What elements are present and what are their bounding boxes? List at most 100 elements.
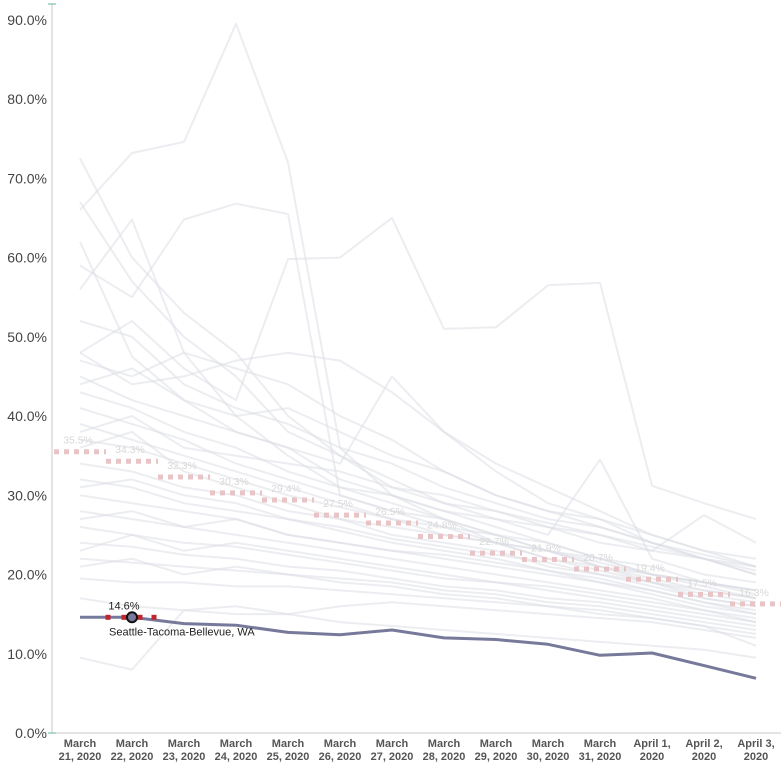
x-tick-label-line: March — [376, 738, 409, 750]
y-tick-label: 80.0% — [7, 91, 47, 107]
x-tick-label-line: 21, 2020 — [59, 751, 102, 763]
x-tick-label: March 27, 2020 — [371, 738, 414, 763]
highlight-marker — [151, 614, 157, 620]
y-tick-label: 70.0% — [7, 170, 47, 186]
background-series-line — [79, 216, 757, 521]
average-value-label: 20.7% — [583, 552, 613, 564]
x-tick-label-line: 25, 2020 — [267, 751, 310, 763]
y-tick-label: 0.0% — [15, 725, 47, 741]
x-tick-label: March 22, 2020 — [111, 738, 154, 763]
x-tick-label-line: March — [168, 738, 201, 750]
x-tick-label-line: March — [532, 738, 565, 750]
x-tick-label-line: March — [272, 738, 305, 750]
average-value-label: 21.9% — [531, 543, 561, 555]
x-tick-label-line: 2020 — [692, 751, 716, 763]
average-series: 35.5% 34.3% 32.3% 30.3% 29.4% 27.5% 26.5% 24.8%… — [54, 435, 781, 607]
average-value-label: 30.3% — [219, 476, 249, 488]
y-tick-label: 50.0% — [7, 329, 47, 345]
highlight-series-line[interactable] — [80, 615, 757, 680]
x-tick-label-line: 23, 2020 — [163, 751, 206, 763]
highlight-marker — [137, 614, 143, 620]
highlight-series[interactable]: 14.6% Seattle-Tacoma-Bellevue, WA — [80, 600, 757, 680]
x-tick-label-line: 2020 — [744, 751, 768, 763]
average-value-label: 26.5% — [375, 506, 405, 518]
x-tick-label-line: 2020 — [640, 751, 664, 763]
x-tick-label-line: 31, 2020 — [579, 751, 622, 763]
x-tick-label: March 26, 2020 — [319, 738, 362, 763]
x-tick-label: March 21, 2020 — [59, 738, 102, 763]
x-tick-label-line: 26, 2020 — [319, 751, 362, 763]
x-tick-label-line: 22, 2020 — [111, 751, 154, 763]
x-tick-label-line: April 2, — [685, 738, 722, 750]
y-tick-label: 20.0% — [7, 567, 47, 583]
background-series-line — [79, 526, 757, 624]
background-series-line — [79, 158, 757, 572]
x-tick-label-line: March — [480, 738, 513, 750]
average-value-label: 34.3% — [115, 444, 145, 456]
highlight-point[interactable] — [126, 611, 138, 624]
average-value-label: 35.5% — [63, 435, 93, 447]
x-tick-label-line: 24, 2020 — [215, 751, 258, 763]
x-tick-label-line: 30, 2020 — [527, 751, 570, 763]
highlight-series-name-label: Seattle-Tacoma-Bellevue, WA — [109, 626, 255, 638]
background-series-line — [79, 510, 757, 620]
x-tick-label-line: March — [324, 738, 357, 750]
background-series-line — [79, 367, 757, 576]
background-series-line — [79, 320, 757, 568]
average-value-label: 22.7% — [479, 536, 509, 548]
x-tick-label-line: 27, 2020 — [371, 751, 414, 763]
highlight-marker — [105, 614, 111, 620]
average-value-label: 17.5% — [687, 577, 717, 589]
highlight-point-label: 14.6% — [108, 600, 139, 612]
y-tick-label: 40.0% — [7, 408, 47, 424]
background-series-line — [79, 533, 757, 624]
background-series-line — [79, 557, 757, 647]
y-tick-label: 90.0% — [7, 12, 47, 28]
x-tick-label: March 25, 2020 — [267, 738, 310, 763]
x-tick-label: March 28, 2020 — [423, 738, 466, 763]
background-series-line — [79, 597, 757, 639]
x-tick-label-line: March — [220, 738, 253, 750]
x-tick-label-line: 28, 2020 — [423, 751, 466, 763]
background-series-line — [79, 407, 757, 592]
y-tick-label: 10.0% — [7, 646, 47, 662]
background-series-line — [79, 351, 757, 560]
background-series-line — [79, 391, 757, 584]
x-tick-label-line: March — [64, 738, 97, 750]
average-value-label: 19.4% — [635, 562, 665, 574]
x-tick-label: March 24, 2020 — [215, 738, 258, 763]
x-tick-label: March 31, 2020 — [579, 738, 622, 763]
background-series — [79, 22, 757, 671]
background-series-line — [79, 510, 757, 616]
average-value-label: 29.4% — [271, 483, 301, 495]
background-series-line — [79, 605, 757, 671]
x-tick-label-line: April 1, — [633, 738, 670, 750]
x-tick-label-line: March — [428, 738, 461, 750]
x-tick-label: April 2, 2020 — [685, 738, 722, 763]
x-tick-label: March 23, 2020 — [163, 738, 206, 763]
background-series-line — [79, 541, 757, 627]
background-series-line — [79, 22, 757, 592]
background-series-line — [79, 375, 757, 568]
average-value-label: 27.5% — [323, 498, 353, 510]
average-value-label: 16.3% — [739, 587, 769, 599]
background-series-line — [79, 241, 757, 600]
x-tick-label: March 30, 2020 — [527, 738, 570, 763]
x-tick-label: April 1, 2020 — [633, 738, 670, 763]
average-value-label: 32.3% — [167, 460, 197, 472]
x-tick-label-line: 29, 2020 — [475, 751, 518, 763]
highlight-marker — [121, 614, 127, 620]
background-series-line — [79, 494, 757, 616]
background-series-line — [79, 430, 757, 596]
x-tick-label: March 29, 2020 — [475, 738, 518, 763]
background-series-line — [79, 557, 757, 631]
x-tick-label-line: March — [584, 738, 617, 750]
axes — [48, 3, 781, 734]
y-tick-label: 60.0% — [7, 250, 47, 266]
average-value-label: 24.8% — [427, 520, 457, 532]
x-tick-label-line: April 3, — [737, 738, 774, 750]
y-tick-label: 30.0% — [7, 487, 47, 503]
